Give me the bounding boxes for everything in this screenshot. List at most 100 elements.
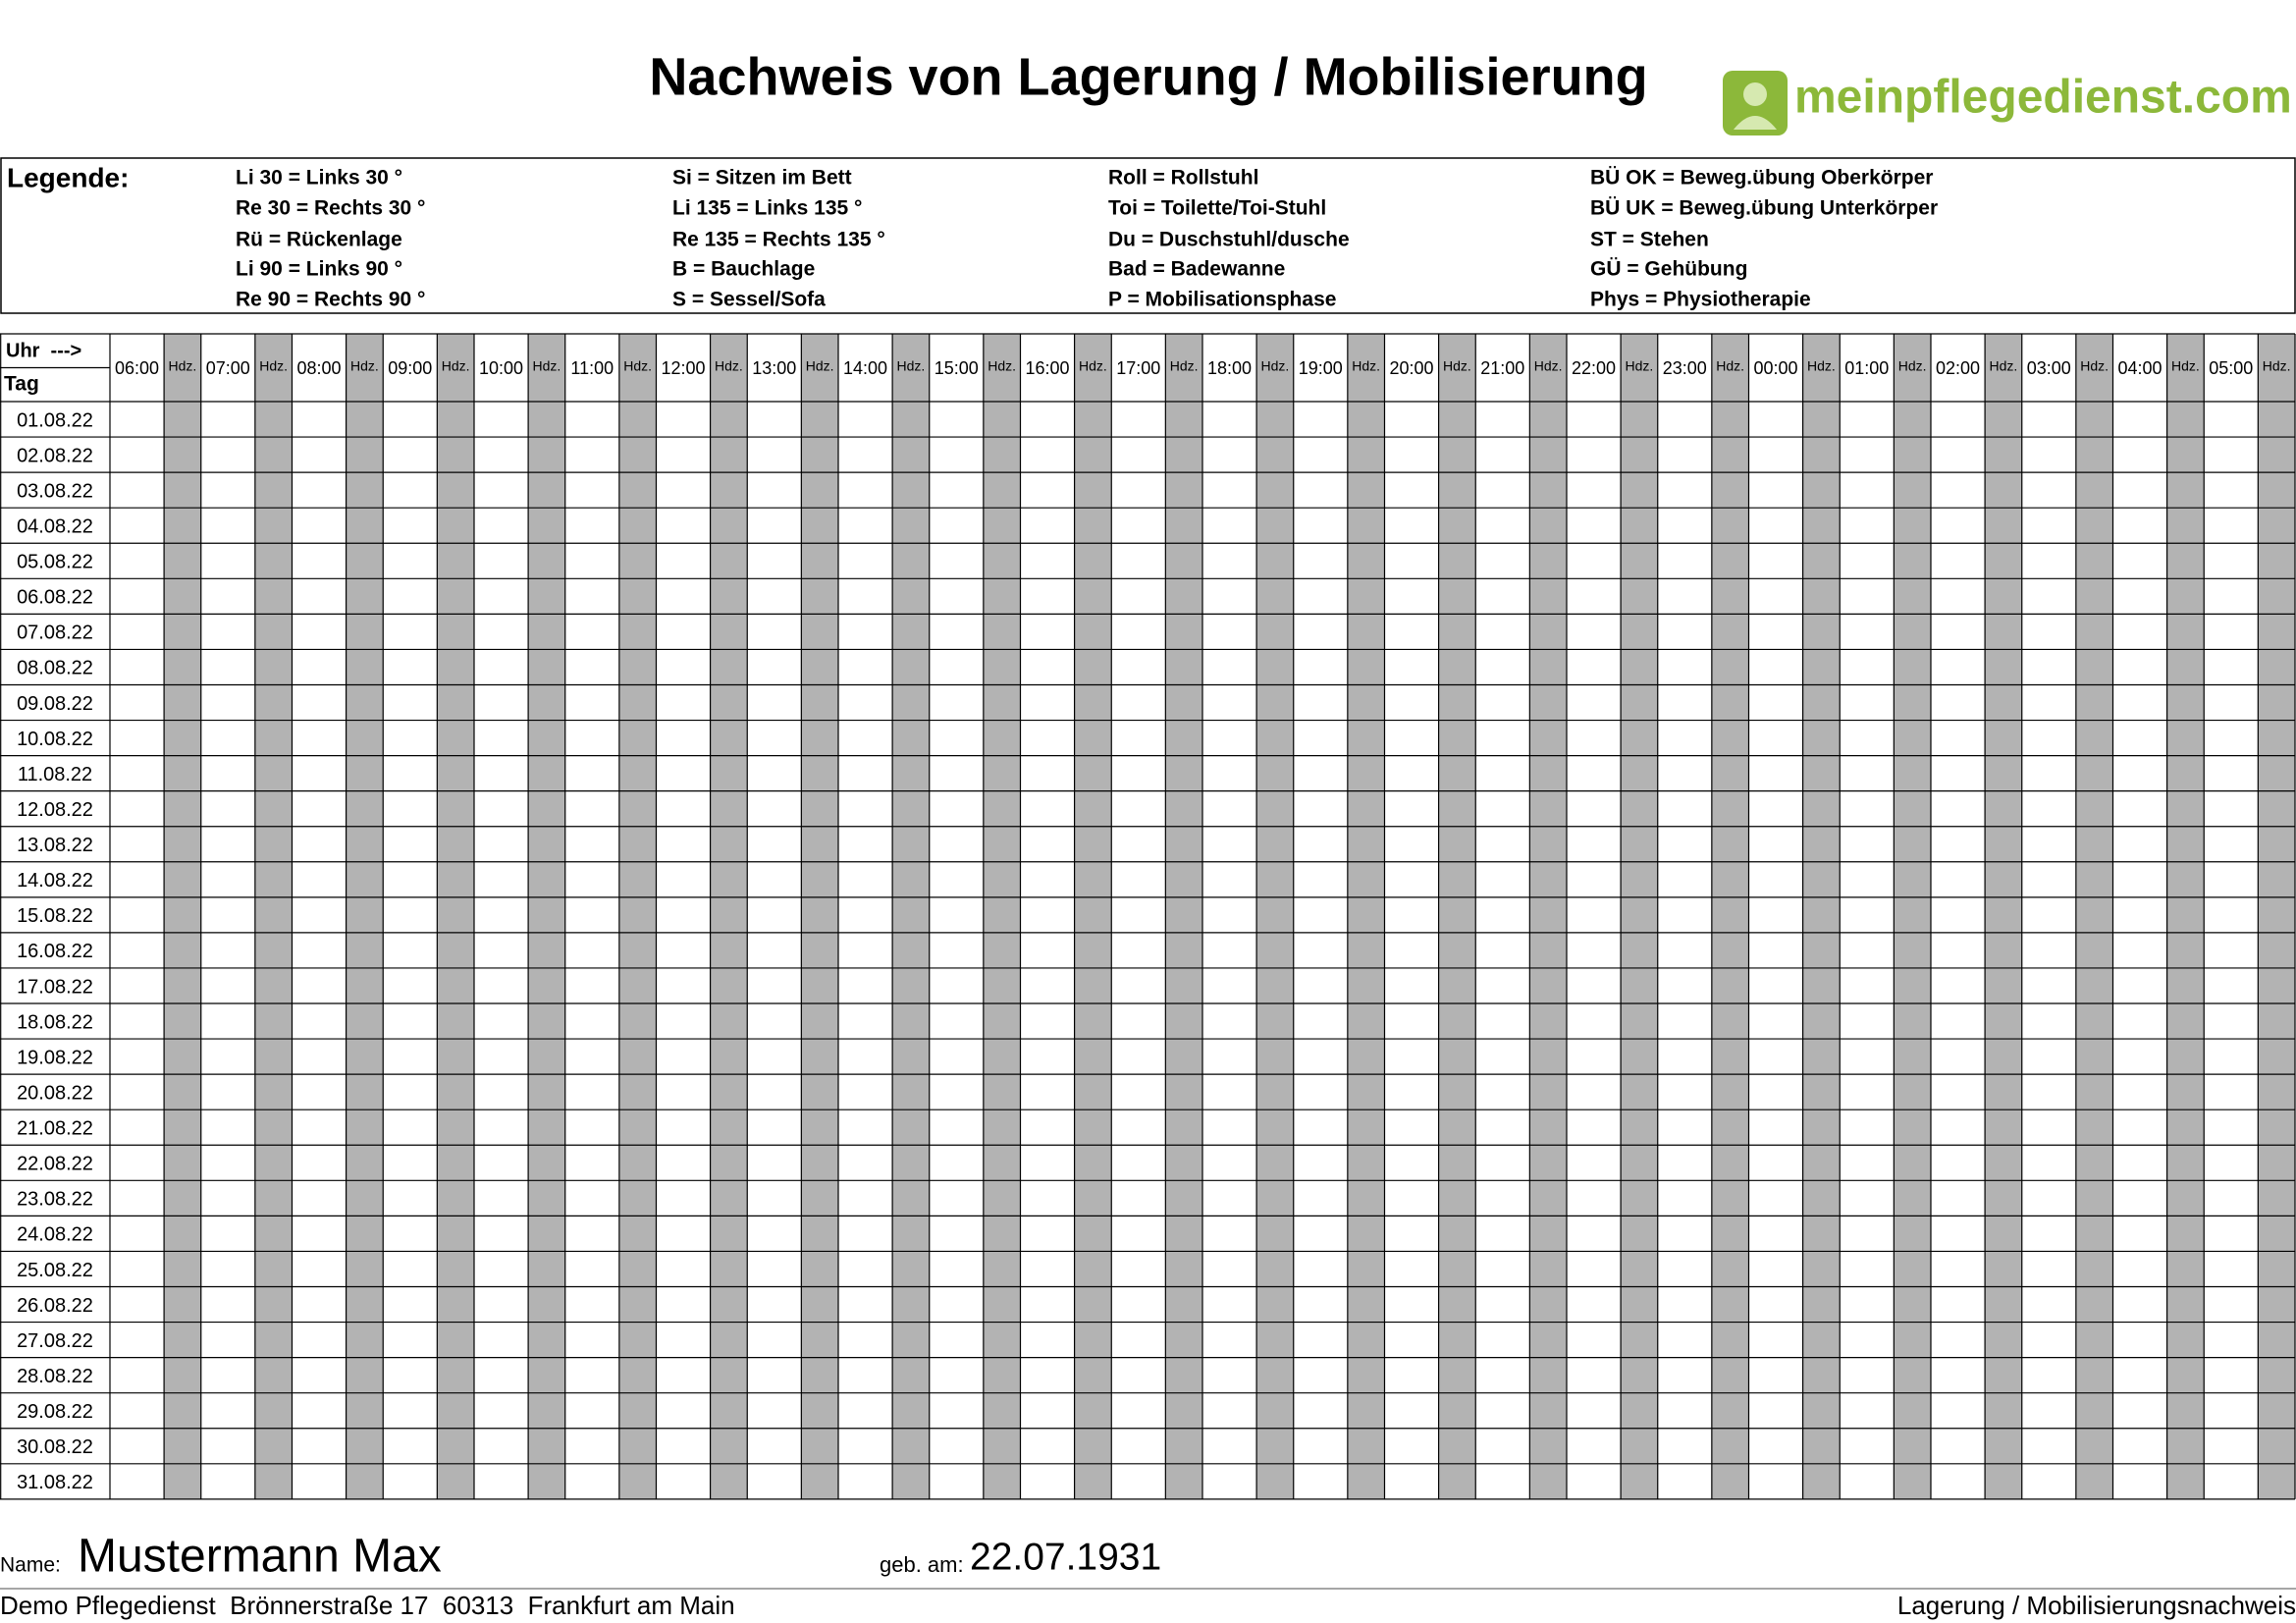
hdz-column [1802,334,1841,1499]
corner-top: Uhr ---> [6,340,81,361]
logo: meinpflegedienst.com [1723,71,2292,135]
hdz-column [710,334,748,1499]
table: 01.08.22 02.08.22 03.08.22 04.08.22 05.08.22… [0,333,2296,1500]
legend-entry: Si = Sitzen im Bett [672,167,852,189]
hdz-label: Hdz. [442,358,470,374]
hour: 03:00 [2027,358,2071,378]
legend-entries: Li 30 = Links 30 ° Re 30 = Rechts 30 ° Rü … [236,167,1938,311]
legend-entry: Li 90 = Links 90 ° [236,258,402,281]
legend-entry: Li 135 = Links 135 ° [672,197,862,220]
hour: 07:00 [206,358,250,378]
title: Nachweis von Lagerung / Mobilisierung [649,47,1647,106]
hour: 14:00 [843,358,887,378]
date: 08.08.22 [17,658,93,679]
footer-address: Demo Pflegedienst Brönnerstraße 17 60313… [0,1591,735,1620]
date: 18.08.22 [17,1011,93,1033]
hour: 22:00 [1572,358,1616,378]
legend-entry: Phys = Physiotherapie [1590,289,1811,311]
date: 07.08.22 [17,622,93,644]
legend-entry: Toi = Toilette/Toi-Stuhl [1108,197,1326,220]
date: 21.08.22 [17,1118,93,1140]
logo-icon-head [1743,82,1767,106]
legend-entry: S = Sessel/Sofa [672,289,826,311]
hdz-column [1621,334,1658,1499]
logo-icon-body [1734,116,1777,130]
hour: 13:00 [752,358,796,378]
hdz-label: Hdz. [1170,358,1199,374]
hour: 19:00 [1299,358,1343,378]
hdz-column [1256,334,1294,1499]
hdz-label: Hdz. [1626,358,1654,374]
date: 17.08.22 [17,976,93,998]
hdz-column [1894,334,1931,1499]
hour: 04:00 [2118,358,2163,378]
legend-entry: BÜ OK = Beweg.übung Oberkörper [1590,167,1933,189]
hour: 17:00 [1116,358,1160,378]
hour: 09:00 [388,358,432,378]
date: 30.08.22 [17,1436,93,1458]
date: 09.08.22 [17,693,93,715]
hdz-label: Hdz. [1443,358,1471,374]
corner-bottom: Tag [4,373,39,396]
hdz-column [1438,334,1476,1499]
hdz-column [1165,334,1202,1499]
hdz-column [2166,334,2205,1499]
date: 06.08.22 [17,587,93,609]
legend-entry: Re 90 = Rechts 90 ° [236,289,425,311]
logo-text: meinpflegedienst.com [1794,72,2292,124]
date: 24.08.22 [17,1224,93,1246]
date: 19.08.22 [17,1047,93,1068]
hdz-column [254,334,293,1499]
hdz-column [437,334,474,1499]
hour: 08:00 [297,358,342,378]
hdz-label: Hdz. [2263,358,2291,374]
date: 22.08.22 [17,1154,93,1175]
hdz-column [2258,334,2295,1499]
hdz-column [164,334,201,1499]
date: 10.08.22 [17,729,93,750]
date: 03.08.22 [17,480,93,502]
birth-label: geb. am: [880,1552,964,1577]
date: 05.08.22 [17,552,93,573]
legend-entry: ST = Stehen [1590,229,1709,251]
hdz-column [1074,334,1112,1499]
date: 11.08.22 [18,764,92,785]
date: 16.08.22 [17,941,93,962]
legend-entry: Bad = Badewanne [1108,258,1285,281]
hdz-label: Hdz. [1898,358,1927,374]
hdz-column [1711,334,1749,1499]
date: 20.08.22 [17,1082,93,1104]
hdz-column [346,334,384,1499]
date: 28.08.22 [17,1366,93,1387]
birth-date: 22.07.1931 [970,1536,1161,1578]
hour: 06:00 [115,358,159,378]
legend-entry: GÜ = Gehübung [1590,258,1747,281]
hdz-label: Hdz. [1716,358,1744,374]
legend-entry: BÜ UK = Beweg.übung Unterkörper [1590,197,1938,220]
date: 02.08.22 [17,445,93,466]
date: 29.08.22 [17,1401,93,1423]
hdz-label: Hdz. [897,358,926,374]
hour: 05:00 [2209,358,2253,378]
hdz-label: Hdz. [1352,358,1380,374]
hdz-label: Hdz. [169,358,197,374]
hdz-label: Hdz. [1261,358,1290,374]
date: 01.08.22 [17,409,93,431]
legend-entry: Re 135 = Rechts 135 ° [672,229,885,251]
date: 13.08.22 [17,835,93,856]
hdz-label: Hdz. [2080,358,2109,374]
hdz-label: Hdz. [715,358,743,374]
date: 23.08.22 [17,1189,93,1211]
hour: 20:00 [1390,358,1434,378]
date: 15.08.22 [17,905,93,927]
name: Mustermann Max [78,1531,442,1583]
date: 31.08.22 [17,1472,93,1493]
date: 26.08.22 [17,1295,93,1317]
legend-entry: Li 30 = Links 30 ° [236,167,402,189]
hdz-column [618,334,657,1499]
legend-entry: Re 30 = Rechts 30 ° [236,197,425,220]
hour: 18:00 [1207,358,1252,378]
date: 12.08.22 [17,799,93,821]
